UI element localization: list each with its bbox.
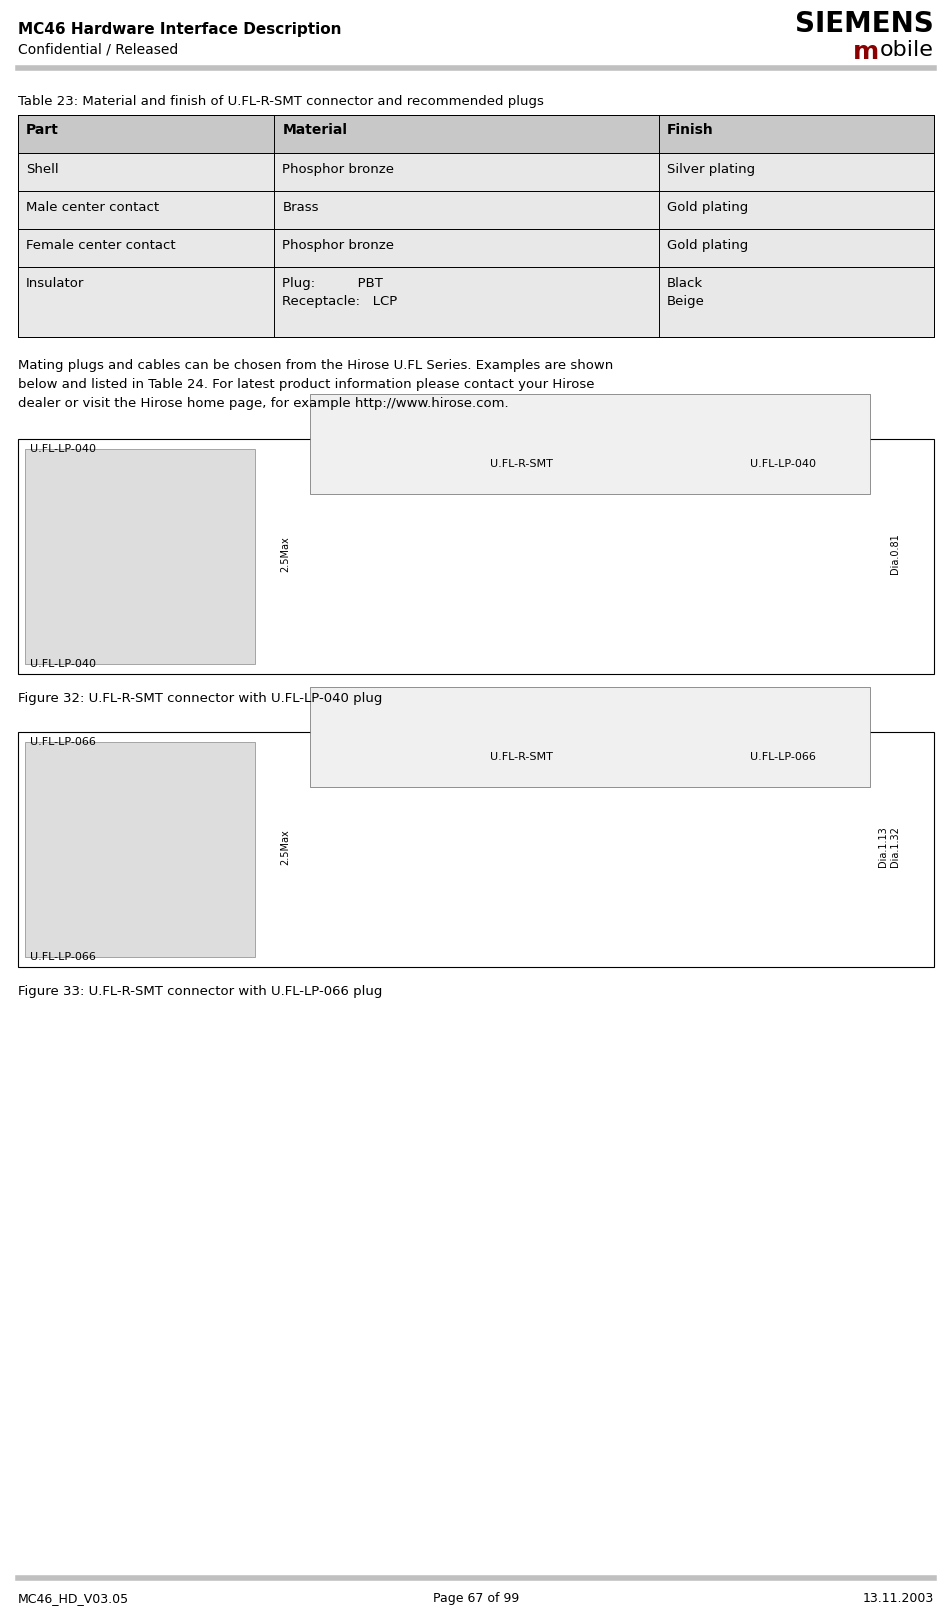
Text: Table 23: Material and finish of U.FL-R-SMT connector and recommended plugs: Table 23: Material and finish of U.FL-R-… (18, 95, 544, 108)
FancyBboxPatch shape (310, 395, 870, 493)
Text: Page 67 of 99: Page 67 of 99 (433, 1592, 519, 1605)
Text: Figure 33: U.FL-R-SMT connector with U.FL-LP-066 plug: Figure 33: U.FL-R-SMT connector with U.F… (18, 985, 383, 998)
FancyBboxPatch shape (25, 450, 255, 663)
FancyBboxPatch shape (18, 230, 934, 267)
Text: Dia.1.13
Dia.1.32: Dia.1.13 Dia.1.32 (879, 827, 900, 867)
Text: Gold plating: Gold plating (667, 239, 748, 252)
Text: Part: Part (26, 123, 59, 138)
Text: Insulator: Insulator (26, 277, 85, 290)
Text: Gold plating: Gold plating (667, 201, 748, 214)
Text: U.FL-LP-040: U.FL-LP-040 (30, 659, 96, 668)
Text: Plug:          PBT
Receptacle:   LCP: Plug: PBT Receptacle: LCP (283, 277, 398, 307)
FancyBboxPatch shape (18, 267, 934, 337)
Text: Shell: Shell (26, 163, 59, 176)
Text: obile: obile (881, 40, 934, 60)
Text: Silver plating: Silver plating (667, 163, 755, 176)
Text: m: m (853, 40, 879, 65)
Text: Mating plugs and cables can be chosen from the Hirose U.FL Series. Examples are : Mating plugs and cables can be chosen fr… (18, 359, 613, 409)
FancyBboxPatch shape (18, 438, 934, 675)
Text: MC46_HD_V03.05: MC46_HD_V03.05 (18, 1592, 129, 1605)
Text: U.FL-LP-066: U.FL-LP-066 (30, 951, 96, 963)
Text: U.FL-LP-066: U.FL-LP-066 (30, 738, 96, 748)
FancyBboxPatch shape (18, 191, 934, 230)
Text: Female center contact: Female center contact (26, 239, 175, 252)
Text: Figure 32: U.FL-R-SMT connector with U.FL-LP-040 plug: Figure 32: U.FL-R-SMT connector with U.F… (18, 693, 383, 705)
Text: MC46 Hardware Interface Description: MC46 Hardware Interface Description (18, 23, 342, 37)
Text: U.FL-LP-040: U.FL-LP-040 (30, 443, 96, 455)
Text: U.FL-LP-066: U.FL-LP-066 (750, 752, 816, 762)
Text: U.FL-R-SMT: U.FL-R-SMT (490, 460, 553, 469)
Text: 2.5Max: 2.5Max (280, 536, 290, 571)
Text: Brass: Brass (283, 201, 319, 214)
FancyBboxPatch shape (25, 743, 255, 956)
FancyBboxPatch shape (310, 688, 870, 786)
Text: Phosphor bronze: Phosphor bronze (283, 239, 394, 252)
FancyBboxPatch shape (18, 154, 934, 191)
Text: Finish: Finish (667, 123, 714, 138)
Text: Confidential / Released: Confidential / Released (18, 42, 178, 57)
Text: 13.11.2003: 13.11.2003 (863, 1592, 934, 1605)
Text: Black
Beige: Black Beige (667, 277, 705, 307)
FancyBboxPatch shape (18, 115, 934, 154)
Text: SIEMENS: SIEMENS (795, 10, 934, 37)
Text: Male center contact: Male center contact (26, 201, 159, 214)
Text: Phosphor bronze: Phosphor bronze (283, 163, 394, 176)
FancyBboxPatch shape (18, 731, 934, 968)
Text: U.FL-LP-040: U.FL-LP-040 (750, 460, 816, 469)
Text: U.FL-R-SMT: U.FL-R-SMT (490, 752, 553, 762)
Text: Dia.0.81: Dia.0.81 (890, 534, 900, 574)
Text: 2.5Max: 2.5Max (280, 828, 290, 866)
Text: Material: Material (283, 123, 347, 138)
